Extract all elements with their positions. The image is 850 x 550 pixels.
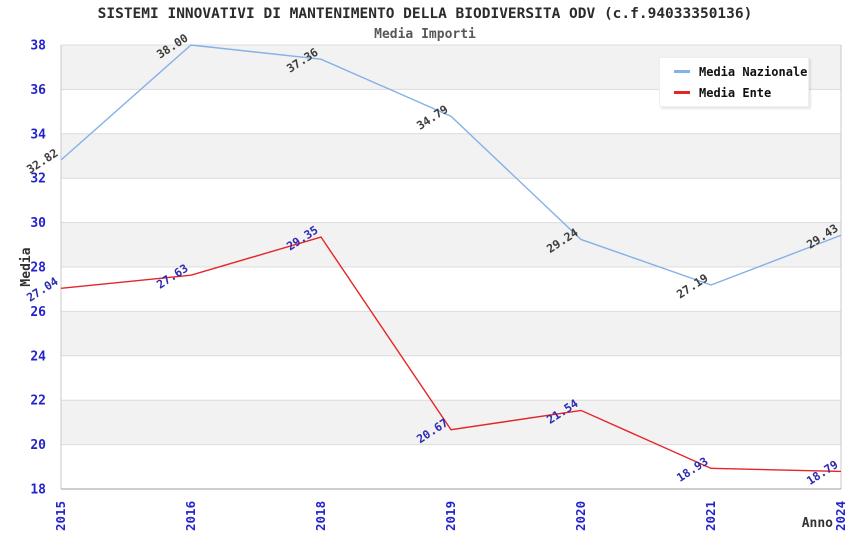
plot-band bbox=[61, 355, 841, 401]
plot-band bbox=[61, 311, 841, 356]
plot-band bbox=[61, 400, 841, 445]
x-tick-label: 2018 bbox=[313, 501, 328, 531]
plot-series bbox=[60, 44, 842, 473]
x-tick-label: 2015 bbox=[53, 501, 68, 531]
x-tick-label: 2016 bbox=[183, 501, 198, 531]
y-tick-label: 28 bbox=[30, 261, 46, 276]
series-line-media-ente bbox=[60, 236, 842, 473]
x-tick-label: 2020 bbox=[573, 501, 588, 531]
plot-grid bbox=[60, 44, 842, 490]
y-tick-label: 22 bbox=[30, 394, 46, 409]
chart-subtitle: Media Importi bbox=[374, 27, 476, 42]
x-tick-label: 2024 bbox=[833, 501, 848, 531]
y-tick-label: 26 bbox=[30, 305, 46, 320]
legend-item-media-ente: Media Ente bbox=[674, 85, 802, 100]
series-line-media-nazionale bbox=[60, 44, 842, 286]
legend-item-media-nazionale: Media Nazionale bbox=[674, 64, 807, 79]
plot-band bbox=[61, 178, 841, 223]
y-tick-label: 30 bbox=[30, 216, 46, 231]
y-tick-label: 18 bbox=[30, 483, 46, 498]
legend-line-sample-ente-icon bbox=[674, 91, 690, 94]
legend-label-ente: Media Ente bbox=[699, 85, 772, 100]
y-tick-label: 38 bbox=[30, 39, 46, 54]
plot-band bbox=[61, 133, 841, 179]
plot-tick-labels: 18 20 22 24 26 28 30 32 34 36 38 2015 2016 2018 2019 20… bbox=[30, 39, 848, 532]
y-tick-label: 32 bbox=[30, 172, 46, 187]
plot-band bbox=[61, 444, 841, 489]
x-tick-label: 2019 bbox=[443, 501, 458, 531]
y-tick-label: 24 bbox=[30, 349, 46, 364]
x-tick-label: 2021 bbox=[703, 501, 718, 531]
legend-label-nazionale: Media Nazionale bbox=[699, 64, 808, 79]
y-tick-label: 20 bbox=[30, 438, 46, 453]
y-tick-label: 36 bbox=[30, 83, 46, 98]
x-axis-title: Anno bbox=[802, 516, 833, 531]
y-axis-title: Media bbox=[19, 247, 34, 286]
legend: Media Nazionale Media Ente bbox=[659, 57, 809, 107]
plot-band bbox=[61, 222, 841, 267]
legend-line-sample-nazionale-icon bbox=[674, 70, 690, 73]
chart-title: SISTEMI INNOVATIVI DI MANTENIMENTO DELLA… bbox=[97, 6, 753, 22]
y-tick-label: 34 bbox=[30, 127, 46, 142]
plot-band bbox=[61, 267, 841, 312]
